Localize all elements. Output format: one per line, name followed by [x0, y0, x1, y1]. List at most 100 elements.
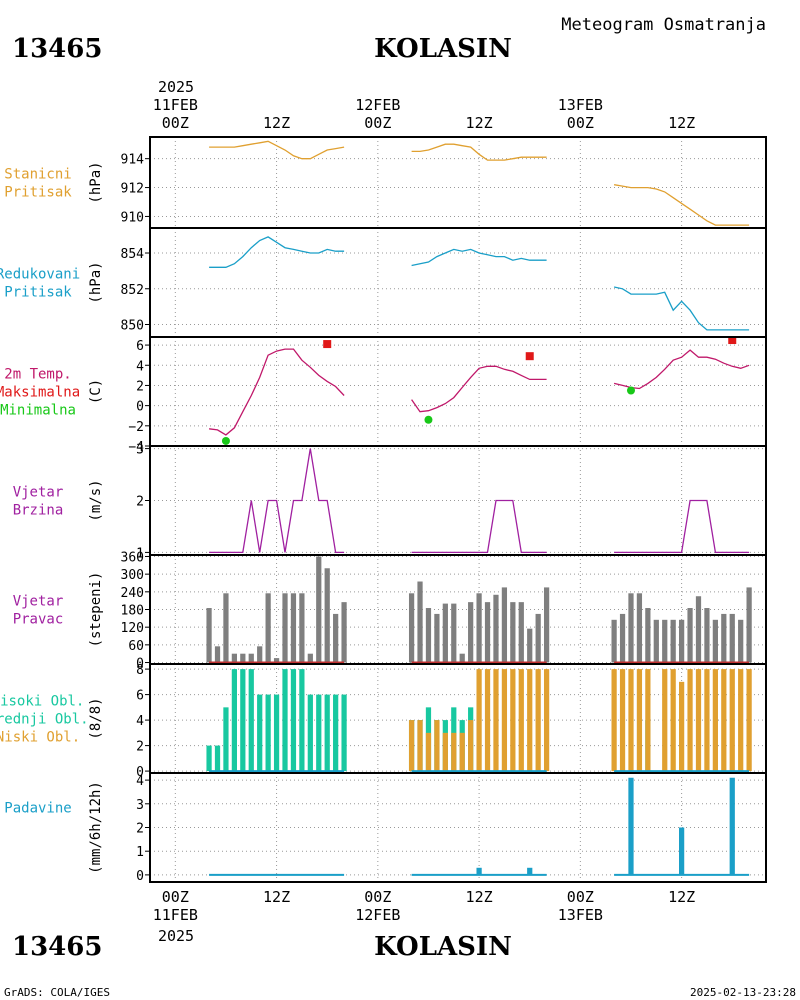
bar-niski-obl-: [459, 732, 465, 772]
panel-label: Maksimalna: [0, 385, 80, 401]
panel-padavine: 0 1 2 3 4 (mm/6h/12h) Padavine: [4, 772, 767, 884]
y-tick-label: 0: [136, 657, 144, 672]
y-tick-label: 2: [136, 495, 144, 510]
bar-niski-obl-: [695, 669, 702, 772]
bar-pravac: [257, 646, 263, 663]
series-line-temp: [411, 365, 547, 413]
panel-label: Pritisak: [4, 185, 72, 201]
bar-pravac: [231, 653, 237, 663]
bar-visoki-obl-: [307, 694, 313, 772]
bar-pravac: [687, 608, 693, 663]
bar-pravac: [282, 593, 288, 663]
bar-visoki-obl-: [240, 669, 246, 772]
bar-pravac: [223, 593, 229, 663]
y-tick-label: −2: [128, 420, 144, 435]
y-tick-label: 3: [136, 443, 144, 458]
series-line-redukovani: [613, 286, 750, 331]
y-tick-label: 4: [136, 714, 144, 729]
station-name-top: KOLASIN: [374, 34, 512, 64]
footer-timestamp: 2025-02-13-23:28: [690, 986, 796, 999]
bar-visoki-obl-: [257, 694, 263, 772]
y-tick-label: −4: [128, 440, 144, 455]
bar-pravac: [206, 608, 212, 663]
y-tick-label: 2: [136, 379, 144, 394]
unit-label: (hPa): [88, 161, 104, 203]
time-hour-top: 00Z: [162, 114, 189, 132]
y-tick-label: 8: [136, 663, 144, 678]
y-tick-label: 0: [136, 400, 144, 415]
bar-pravac: [299, 593, 305, 663]
bar-visoki-obl-: [248, 669, 254, 772]
time-hour-top: 12Z: [668, 114, 695, 132]
bar-pravac: [543, 587, 550, 663]
time-hour-top: 00Z: [364, 114, 391, 132]
unit-label: (stepeni): [88, 572, 104, 648]
bar-pravac: [746, 587, 752, 663]
panel-label: Pravac: [13, 612, 64, 628]
y-tick-label: 912: [121, 182, 144, 197]
time-date-bottom: 11FEB: [153, 906, 198, 924]
bar-visoki-obl-: [231, 669, 237, 772]
panel-redukovani: 850 852 854 (hPa) Redukovani Pritisak: [0, 227, 767, 338]
bar-pravac: [273, 658, 280, 663]
unit-label: (hPa): [88, 261, 104, 303]
bar-pravac: [670, 619, 676, 663]
panel-label: Pritisak: [4, 285, 72, 301]
time-hour-bottom: 12Z: [466, 888, 493, 906]
panel-oblaci: 0 2 4 6 8 (8/8)Visoki Obl. Srednji Obl. Niski O…: [0, 663, 767, 780]
series-line-brzina: [209, 448, 345, 554]
time-date-bottom: 12FEB: [355, 906, 400, 924]
min-temp-marker: [221, 436, 230, 445]
time-hour-top: 00Z: [567, 114, 594, 132]
bar-visoki-obl-: [333, 694, 339, 772]
bar-padavine: [476, 867, 482, 875]
y-tick-label: 910: [121, 210, 144, 225]
y-tick-label: 2: [136, 822, 144, 837]
y-tick-label: 0: [136, 765, 144, 780]
bar-niski-obl-: [721, 669, 727, 772]
bar-pravac: [653, 619, 659, 663]
time-hour-bottom: 00Z: [162, 888, 189, 906]
bar-niski-obl-: [679, 681, 685, 772]
panel-label: Padavine: [4, 801, 71, 817]
bar-pravac: [628, 593, 634, 663]
panel-label: Srednji Obl.: [0, 712, 89, 728]
panel-label: 2m Temp.: [4, 367, 71, 383]
bar-pravac: [341, 602, 347, 663]
series-line-redukovani: [411, 248, 547, 267]
time-date-top: 13FEB: [558, 96, 603, 114]
bar-niski-obl-: [501, 669, 508, 772]
time-date-top: 11FEB: [153, 96, 198, 114]
panel-stanicni: 910 912 914 (hPa) Stanicni Pritisak: [4, 136, 767, 229]
bar-pravac: [248, 653, 254, 663]
bar-pravac: [468, 602, 474, 663]
bar-pravac: [645, 608, 651, 663]
panel-label: Visoki Obl.: [0, 694, 84, 710]
time-hour-top: 12Z: [466, 114, 493, 132]
bar-visoki-obl-: [214, 745, 221, 772]
bar-niski-obl-: [510, 669, 516, 772]
y-tick-label: 1: [136, 845, 144, 860]
y-tick-label: 850: [121, 318, 144, 333]
panel-frame: [149, 336, 767, 447]
bar-pravac: [712, 619, 718, 663]
max-temp-marker: [728, 336, 737, 345]
bar-niski-obl-: [543, 669, 550, 772]
panel-label: Redukovani: [0, 267, 80, 283]
bar-niski-obl-: [493, 669, 499, 772]
y-tick-label: 0: [136, 869, 144, 884]
y-tick-label: 914: [121, 153, 145, 168]
time-hour-bottom: 12Z: [668, 888, 695, 906]
max-temp-marker: [525, 352, 534, 361]
footer-credit: GrADS: COLA/IGES: [4, 986, 110, 999]
series-line-brzina: [411, 499, 547, 554]
panel-label: Niski Obl.: [0, 730, 80, 746]
time-hour-top: 12Z: [263, 114, 290, 132]
time-hour-bottom: 12Z: [263, 888, 290, 906]
bar-pravac: [459, 653, 465, 663]
bar-niski-obl-: [628, 669, 634, 772]
time-date-top: 12FEB: [355, 96, 400, 114]
panel-frame: [149, 227, 767, 338]
max-temp-marker: [323, 340, 332, 349]
bar-pravac: [265, 593, 271, 663]
